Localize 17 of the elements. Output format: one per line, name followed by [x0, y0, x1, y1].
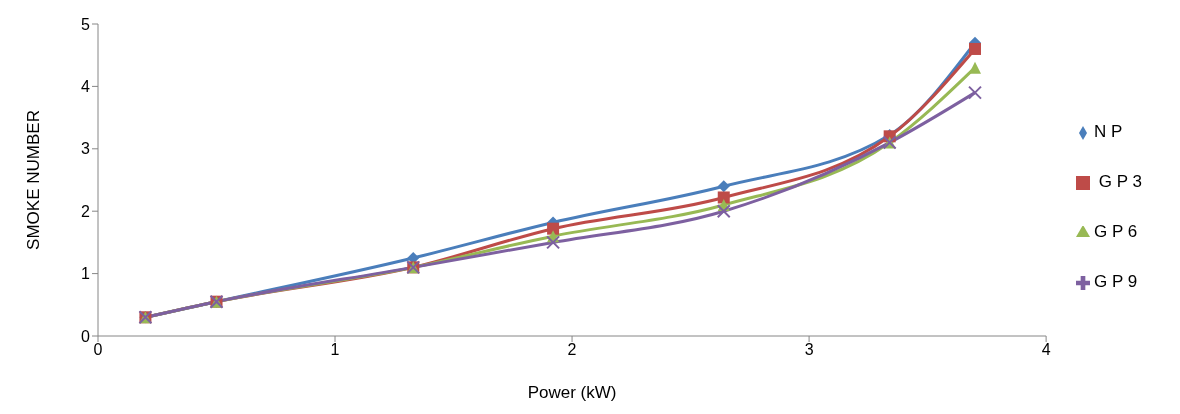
y-tick-label: 0 [81, 327, 91, 345]
x-tick-label: 4 [1041, 341, 1051, 359]
x-tick-label: 1 [330, 341, 340, 359]
x-tick-label: 3 [804, 341, 814, 359]
x-tick-label: 0 [93, 341, 103, 359]
y-tick-label: 2 [81, 202, 91, 220]
y-tick-label: 3 [81, 140, 91, 158]
legend-label: G P 3 [1097, 172, 1142, 191]
y-tick-label: 4 [81, 78, 91, 96]
x-tick-label: 2 [567, 341, 577, 359]
legend-label: G P 9 [1094, 272, 1138, 291]
y-axis-title: SMOKE NUMBER [24, 110, 44, 250]
y-tick-label: 1 [81, 265, 91, 283]
legend-label: G P 6 [1094, 222, 1138, 241]
x-axis-title: Power (kW) [527, 383, 617, 402]
legend-label: N P [1094, 122, 1123, 141]
y-tick-label: 5 [81, 15, 91, 33]
